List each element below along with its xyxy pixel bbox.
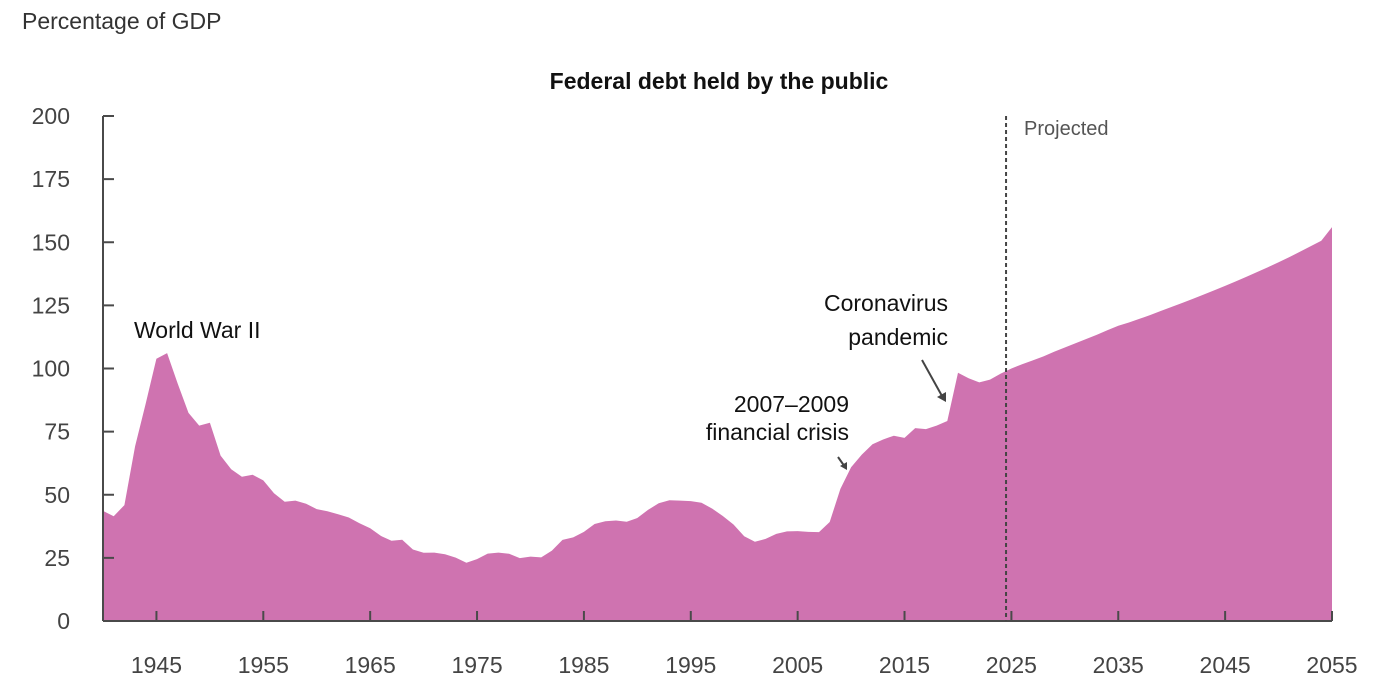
y-tick-label: 25 [44, 545, 70, 571]
x-tick-label: 1985 [558, 652, 609, 678]
covid-arrowhead-icon [937, 392, 946, 402]
annotation-covid-line1: Coronavirus [824, 290, 948, 316]
y-tick-label: 150 [32, 229, 70, 255]
x-tick-label: 1975 [451, 652, 502, 678]
annotation-covid-line2: pandemic [848, 324, 948, 350]
x-tick-label: 2005 [772, 652, 823, 678]
x-tick-label: 2025 [986, 652, 1037, 678]
chart-title: Federal debt held by the public [549, 68, 889, 94]
y-axis-label: Percentage of GDP [22, 8, 222, 34]
x-tick-label: 2035 [1093, 652, 1144, 678]
covid-arrow-icon [921, 359, 943, 397]
annotation-gfc-years: 2007–2009 [734, 391, 849, 417]
gfc-arrowhead-icon [840, 462, 847, 470]
annotation-world-war-ii: World War II [134, 317, 261, 343]
y-tick-label: 200 [32, 103, 70, 129]
y-tick-label: 0 [57, 608, 70, 634]
projected-label: Projected [1024, 118, 1109, 140]
x-tick-label: 1955 [238, 652, 289, 678]
x-tick-label: 2055 [1306, 652, 1357, 678]
x-tick-label: 2045 [1200, 652, 1251, 678]
x-tick-label: 1995 [665, 652, 716, 678]
debt-area [103, 227, 1332, 621]
y-tick-label: 100 [32, 356, 70, 382]
y-tick-label: 50 [44, 482, 70, 508]
y-tick-label: 75 [44, 419, 70, 445]
y-tick-label: 125 [32, 292, 70, 318]
y-tick-label: 175 [32, 166, 70, 192]
x-tick-label: 1945 [131, 652, 182, 678]
annotation-gfc-label: financial crisis [706, 419, 849, 445]
x-tick-label: 1965 [345, 652, 396, 678]
x-tick-label: 2015 [879, 652, 930, 678]
